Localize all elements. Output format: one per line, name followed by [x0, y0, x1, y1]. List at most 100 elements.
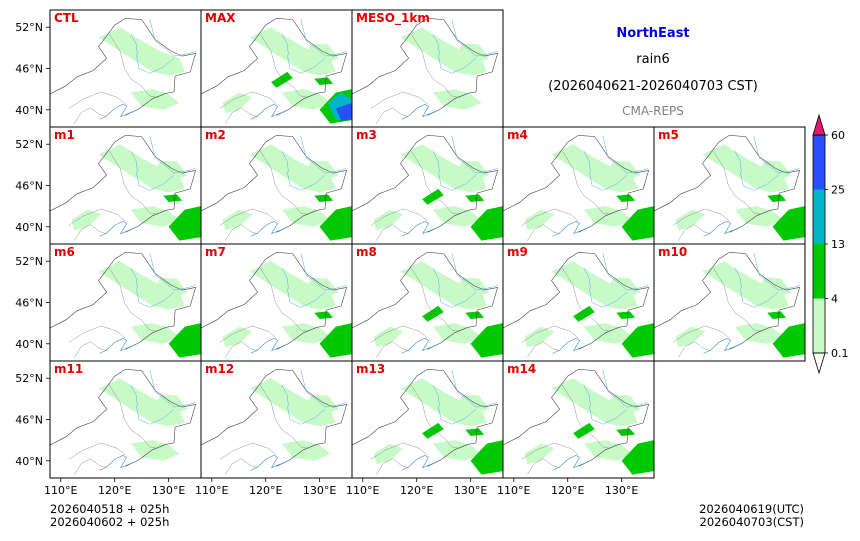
river [149, 252, 196, 291]
precip-patch [249, 27, 336, 76]
river [432, 267, 440, 289]
precip-patch [98, 378, 185, 427]
panel-label: MESO_1km [356, 11, 430, 26]
coastline [401, 220, 441, 237]
country-border [201, 17, 348, 116]
lat-tick-label: 52°N [15, 255, 43, 268]
precip-patch [605, 277, 641, 300]
river [583, 267, 591, 289]
period-title: (2026040621-2026040703 CST) [548, 79, 758, 94]
country-border [352, 368, 499, 467]
precip-patch [432, 206, 482, 227]
precip-patch [422, 188, 444, 205]
precip-patch [675, 326, 706, 348]
colorbar-max-extend [812, 113, 826, 136]
precip-patch [583, 206, 633, 227]
coastline [99, 220, 139, 237]
valid-time-cst: 2026040703(CST) [700, 515, 805, 529]
river [136, 405, 175, 425]
precip-patch [152, 277, 188, 300]
river [451, 135, 498, 174]
precip-patch [616, 428, 636, 436]
province-border [68, 442, 126, 460]
precip-patch [168, 206, 201, 241]
member-panel: m10 [653, 243, 806, 362]
province-border [109, 267, 158, 332]
country-border [50, 368, 197, 467]
lon-tick-label: 130°E [454, 484, 487, 497]
country-border [503, 251, 650, 350]
precip-patch [470, 440, 503, 475]
panel-label: m9 [507, 245, 528, 259]
precip-patch [470, 206, 503, 241]
province-border [109, 384, 158, 449]
panel-grid: CTL MAX MESO_1km m1 m2 m3 m4 m5 m6 m7 m8 m9 m10 m11 m1… [49, 9, 806, 479]
province-border [370, 91, 428, 109]
river [438, 405, 477, 425]
lon-tick-label: 110°E [346, 484, 379, 497]
country-border [201, 368, 348, 467]
panel-label: m4 [507, 128, 528, 142]
river [300, 369, 347, 408]
precip-patch [573, 422, 595, 439]
precip-patch [163, 194, 183, 202]
province-border [225, 224, 258, 241]
precip-patch [281, 440, 331, 461]
precip-patch [98, 261, 185, 310]
precip-patch [551, 144, 638, 193]
init-time-line1: 2026040518 + 025h [50, 502, 169, 516]
province-border [225, 341, 258, 358]
precip-patch [281, 89, 331, 110]
precip-patch [605, 394, 641, 417]
coastline [99, 103, 139, 120]
panel-label: m2 [205, 128, 226, 142]
precip-patch [621, 323, 654, 358]
member-panel: MAX [200, 9, 353, 128]
colorbar-min-extend [812, 352, 826, 375]
colorbar-label: 0.1 [831, 347, 849, 360]
member-panel: m6 [49, 243, 202, 362]
river [583, 384, 591, 406]
lon-tick-label: 110°E [44, 484, 77, 497]
precip-patch [675, 209, 706, 231]
colorbar-label: 4 [831, 293, 838, 306]
precip-patch [222, 92, 253, 114]
precip-patch [573, 305, 595, 322]
province-border [521, 442, 579, 460]
province-border [376, 224, 409, 241]
province-border [527, 224, 560, 241]
river [438, 288, 477, 308]
precip-patch [756, 160, 792, 183]
precip-patch [524, 209, 555, 231]
lat-tick-label: 52°N [15, 138, 43, 151]
province-border [109, 150, 158, 215]
member-panel: m14 [502, 360, 655, 479]
precip-patch [702, 144, 789, 193]
precip-patch [130, 323, 180, 344]
precip-patch [98, 27, 185, 76]
colorbar-label: 13 [831, 238, 845, 251]
province-border [74, 224, 107, 241]
precip-patch [303, 160, 339, 183]
lon-tick-label: 120°E [98, 484, 131, 497]
precip-patch [373, 443, 404, 465]
lon-tick-label: 120°E [551, 484, 584, 497]
precip-patch [767, 311, 787, 319]
member-panel: m8 [351, 243, 504, 362]
province-border [376, 341, 409, 358]
colorbar-label: 25 [831, 184, 845, 197]
precip-patch [702, 261, 789, 310]
country-border [201, 134, 348, 233]
coastline [250, 454, 290, 471]
system-title: CMA-REPS [622, 104, 684, 118]
colorbar-segment [813, 244, 825, 299]
precip-patch [524, 326, 555, 348]
precip-patch [767, 194, 787, 202]
region-title: NorthEast [616, 26, 689, 41]
province-border [376, 107, 409, 124]
coastline [552, 454, 592, 471]
province-border [521, 325, 579, 343]
panel-label: m11 [54, 362, 83, 376]
country-border [50, 17, 197, 116]
member-panel: m12 [200, 360, 353, 479]
